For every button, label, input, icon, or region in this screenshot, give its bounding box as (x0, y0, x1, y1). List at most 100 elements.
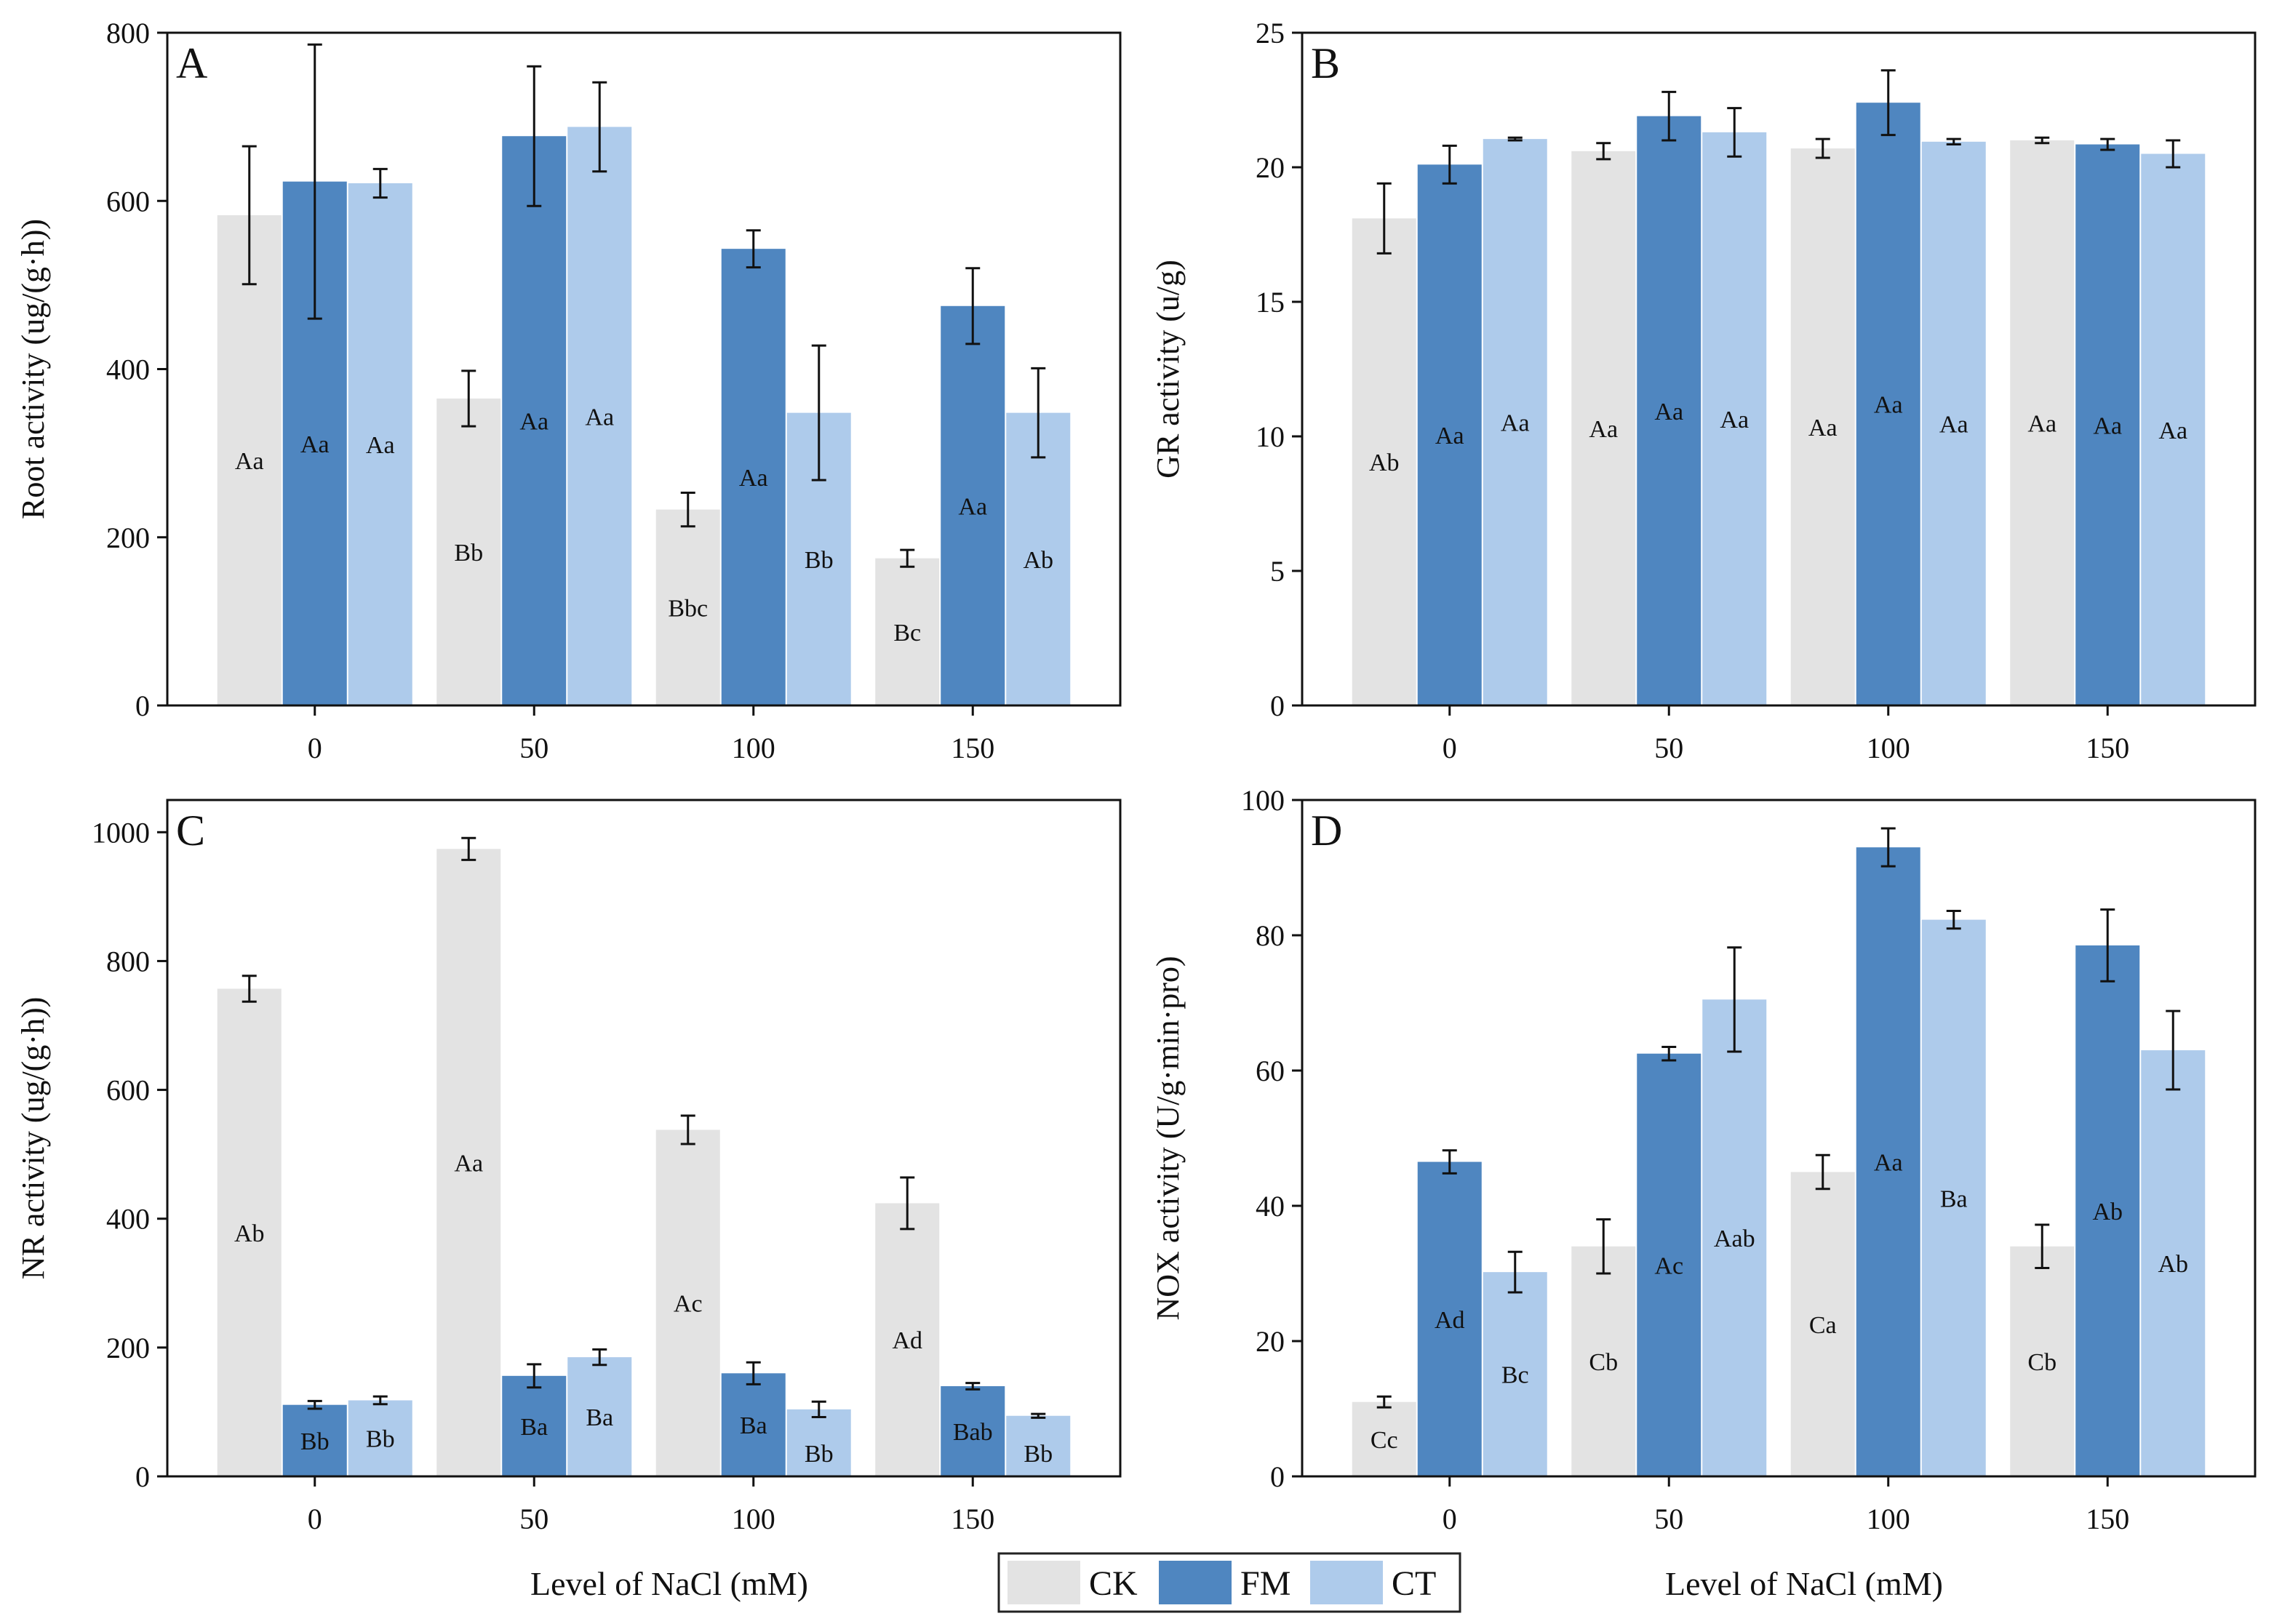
sig-label-a-ct-50: Aa (585, 404, 614, 431)
y-tick-label-b-2: 10 (1256, 420, 1285, 453)
error-bar-d-ct-150 (2166, 1009, 2181, 1091)
bar-b-ck-150 (2010, 140, 2075, 705)
panel-letter-d: D (1311, 807, 1342, 855)
y-axis-title-c: NR activity (ug/(g·h)) (15, 997, 51, 1280)
bar-d-ct-100 (1921, 919, 1986, 1476)
sig-label-c-ct-50: Ba (586, 1404, 613, 1431)
error-bar-b-ct-150 (2166, 139, 2181, 169)
error-bar-c-ct-50 (592, 1348, 607, 1367)
x-axis-title-left: Level of NaCl (mM) (530, 1565, 808, 1602)
bar-c-ct-50 (567, 1357, 632, 1476)
error-bar-a-ck-150 (900, 548, 915, 568)
error-bar-c-fm-50 (527, 1363, 542, 1389)
bar-b-fm-100 (1856, 103, 1920, 705)
sig-label-c-ct-150: Bb (1024, 1441, 1053, 1468)
error-bar-c-ct-150 (1031, 1412, 1046, 1419)
bar-a-ck-100 (655, 509, 720, 705)
sig-label-a-fm-0: Aa (300, 431, 330, 458)
sig-label-d-ct-0: Bc (1501, 1362, 1529, 1389)
sig-label-b-fm-0: Aa (1435, 423, 1464, 449)
sig-label-d-ck-50: Cb (1589, 1349, 1618, 1376)
bar-a-fm-100 (721, 249, 786, 705)
error-bar-b-ck-0 (1376, 182, 1392, 255)
y-tick-label-d-3: 60 (1256, 1055, 1285, 1087)
sig-label-b-fm-100: Aa (1874, 392, 1903, 419)
error-bar-c-ct-0 (372, 1395, 388, 1406)
bar-b-fm-50 (1637, 116, 1701, 705)
error-bar-b-fm-150 (2100, 137, 2115, 151)
sig-label-a-ck-50: Bb (454, 540, 483, 567)
legend-label-fm: FM (1240, 1564, 1290, 1603)
plot-frame-b (1301, 31, 2257, 707)
error-bar-b-ct-100 (1946, 137, 1961, 146)
bar-b-ct-50 (1702, 132, 1767, 705)
bar-d-fm-100 (1856, 847, 1920, 1476)
bar-c-fm-150 (941, 1386, 1005, 1476)
x-tick-label-d-3: 150 (2086, 1503, 2129, 1535)
sig-label-d-ct-150: Ab (2158, 1251, 2188, 1278)
bar-c-ck-150 (875, 1203, 940, 1476)
sig-label-d-ck-0: Cc (1371, 1427, 1398, 1454)
sig-label-a-ct-0: Aa (366, 432, 395, 459)
sig-label-a-ck-0: Aa (235, 448, 264, 475)
sig-label-b-ct-150: Aa (2158, 417, 2187, 444)
error-bar-b-ck-100 (1815, 137, 1830, 159)
x-tick-label-b-1: 50 (1654, 732, 1683, 764)
y-tick-label-c-3: 600 (106, 1074, 150, 1107)
error-bar-d-ct-0 (1507, 1250, 1523, 1294)
x-tick-label-b-2: 100 (1867, 732, 1910, 764)
y-tick-label-c-2: 400 (106, 1203, 150, 1236)
bar-b-ct-150 (2141, 153, 2206, 705)
error-bar-c-ck-0 (242, 975, 257, 1003)
bar-c-fm-50 (502, 1375, 567, 1476)
error-bar-d-ct-50 (1727, 946, 1742, 1053)
sig-label-b-ck-150: Aa (2027, 411, 2056, 438)
sig-label-d-fm-100: Aa (1874, 1150, 1903, 1177)
bar-d-ct-150 (2141, 1050, 2206, 1476)
panel-letter-a: A (176, 39, 207, 87)
error-bar-c-ck-100 (680, 1114, 695, 1145)
error-bar-a-ct-50 (592, 81, 607, 173)
sig-label-d-ct-50: Aab (1714, 1225, 1755, 1252)
sig-label-c-ck-50: Aa (454, 1151, 483, 1177)
error-bar-a-ct-0 (372, 167, 388, 199)
sig-label-c-ck-100: Ac (674, 1291, 703, 1318)
y-tick-label-d-0: 0 (1270, 1460, 1285, 1493)
error-bar-b-fm-100 (1880, 69, 1896, 137)
sig-label-c-ct-100: Bb (805, 1441, 834, 1468)
y-tick-label-a-1: 200 (106, 521, 150, 554)
bar-d-fm-0 (1417, 1161, 1482, 1476)
sig-label-c-fm-100: Ba (740, 1412, 767, 1439)
error-bar-a-ck-0 (242, 145, 257, 286)
error-bar-a-ct-150 (1031, 367, 1046, 459)
bar-b-fm-0 (1417, 164, 1482, 706)
sig-label-a-fm-100: Aa (739, 465, 768, 492)
legend-label-ck: CK (1089, 1564, 1138, 1603)
error-bar-c-ck-50 (461, 836, 476, 861)
panel-letter-b: B (1311, 39, 1340, 87)
error-bar-a-fm-100 (746, 229, 761, 269)
bar-d-ct-0 (1483, 1272, 1547, 1476)
sig-label-d-fm-50: Ac (1654, 1252, 1683, 1279)
sig-label-b-ck-0: Ab (1369, 449, 1400, 476)
bar-b-fm-150 (2075, 144, 2140, 706)
legend-swatch-fm (1159, 1561, 1232, 1604)
y-tick-label-c-0: 0 (135, 1460, 150, 1493)
x-tick-label-d-1: 50 (1654, 1503, 1683, 1535)
bar-c-fm-100 (721, 1373, 786, 1476)
bar-d-ck-150 (2010, 1246, 2075, 1476)
panel-letter-c: C (176, 807, 205, 855)
x-axis-title-right: Level of NaCl (mM) (1665, 1565, 1943, 1602)
bar-c-ck-50 (436, 849, 501, 1476)
plot-frame-c (166, 799, 1122, 1478)
bar-c-ck-100 (655, 1129, 720, 1476)
sig-label-d-fm-150: Ab (2092, 1199, 2123, 1225)
y-axis-title-d: NOX activity (U/g·min·pro) (1150, 956, 1186, 1321)
sig-label-b-ct-100: Aa (1939, 411, 1968, 438)
bar-a-ck-0 (217, 215, 282, 705)
plot-frame-a (166, 31, 1122, 707)
x-tick-label-b-0: 0 (1443, 732, 1457, 764)
error-bar-b-ct-0 (1507, 136, 1523, 142)
sig-label-a-fm-150: Aa (958, 493, 987, 520)
bar-d-fm-50 (1637, 1053, 1701, 1476)
